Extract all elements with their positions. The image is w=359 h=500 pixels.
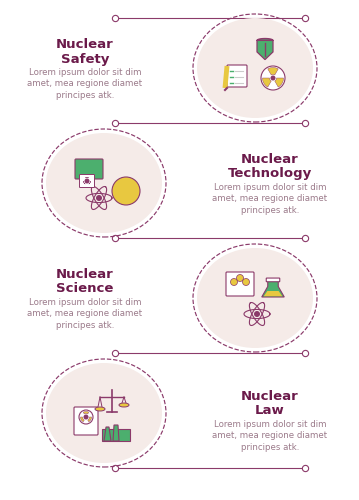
Text: Nuclear
Technology: Nuclear Technology bbox=[228, 153, 312, 180]
Polygon shape bbox=[264, 291, 282, 296]
Text: Lorem ipsum dolor sit dim
amet, mea regione diamet
principes atk.: Lorem ipsum dolor sit dim amet, mea regi… bbox=[213, 183, 327, 215]
Polygon shape bbox=[84, 181, 85, 184]
Ellipse shape bbox=[46, 133, 162, 233]
Circle shape bbox=[112, 177, 140, 205]
Polygon shape bbox=[262, 280, 284, 297]
Text: Lorem ipsum dolor sit dim
amet, mea regione diamet
principes atk.: Lorem ipsum dolor sit dim amet, mea regi… bbox=[27, 298, 143, 330]
Ellipse shape bbox=[46, 363, 162, 463]
Text: Nuclear
Law: Nuclear Law bbox=[241, 390, 299, 417]
Ellipse shape bbox=[119, 403, 129, 407]
Circle shape bbox=[254, 311, 260, 317]
FancyBboxPatch shape bbox=[266, 278, 280, 282]
Circle shape bbox=[84, 178, 89, 184]
Polygon shape bbox=[80, 417, 84, 422]
FancyBboxPatch shape bbox=[226, 272, 254, 296]
FancyBboxPatch shape bbox=[74, 407, 98, 435]
FancyBboxPatch shape bbox=[79, 174, 94, 188]
Circle shape bbox=[261, 66, 285, 90]
Circle shape bbox=[82, 176, 92, 186]
Polygon shape bbox=[104, 427, 111, 441]
Polygon shape bbox=[268, 68, 278, 75]
FancyBboxPatch shape bbox=[75, 159, 103, 179]
Text: Nuclear
Science: Nuclear Science bbox=[56, 268, 114, 295]
Text: Lorem ipsum dolor sit dim
amet, mea regione diamet
principes atk.: Lorem ipsum dolor sit dim amet, mea regi… bbox=[27, 68, 143, 100]
Ellipse shape bbox=[95, 407, 105, 411]
Polygon shape bbox=[83, 412, 89, 414]
Circle shape bbox=[230, 278, 238, 285]
Circle shape bbox=[84, 414, 89, 420]
Text: Lorem ipsum dolor sit dim
amet, mea regione diamet
principes atk.: Lorem ipsum dolor sit dim amet, mea regi… bbox=[213, 420, 327, 452]
Polygon shape bbox=[113, 425, 119, 441]
Circle shape bbox=[237, 274, 243, 281]
Polygon shape bbox=[275, 78, 284, 87]
FancyBboxPatch shape bbox=[102, 429, 130, 441]
Polygon shape bbox=[88, 417, 92, 422]
Circle shape bbox=[79, 410, 93, 424]
Polygon shape bbox=[89, 181, 90, 184]
Circle shape bbox=[242, 278, 250, 285]
Ellipse shape bbox=[197, 248, 313, 348]
Circle shape bbox=[270, 76, 275, 80]
Polygon shape bbox=[262, 78, 271, 87]
Polygon shape bbox=[257, 38, 273, 60]
Text: Nuclear
Safety: Nuclear Safety bbox=[56, 38, 114, 66]
Ellipse shape bbox=[197, 18, 313, 118]
FancyBboxPatch shape bbox=[227, 65, 247, 87]
Circle shape bbox=[96, 195, 102, 201]
